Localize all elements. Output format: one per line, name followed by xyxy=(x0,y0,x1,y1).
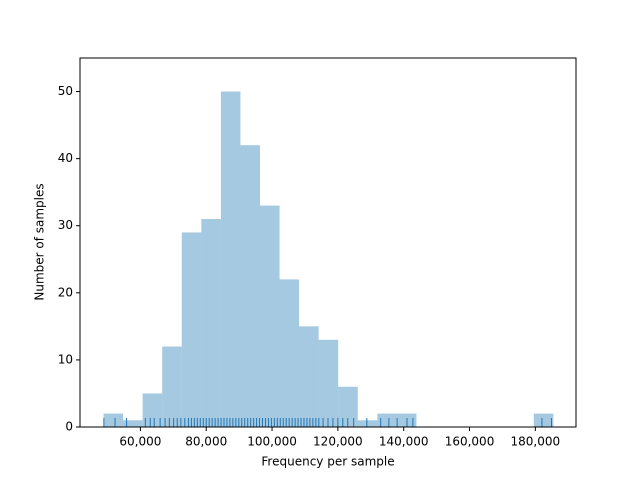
bar xyxy=(377,413,397,427)
bar xyxy=(123,420,143,427)
bar xyxy=(181,232,202,427)
bar xyxy=(299,326,319,427)
y-tick-label: 40 xyxy=(58,151,73,165)
x-tick-label: 140,000 xyxy=(379,435,429,449)
bar xyxy=(279,279,300,427)
bar xyxy=(357,420,378,427)
y-axis-label: Number of samples xyxy=(33,183,47,300)
bar xyxy=(259,205,280,427)
bar xyxy=(533,413,554,427)
x-tick-label: 180,000 xyxy=(511,435,561,449)
y-tick-label: 50 xyxy=(58,84,73,98)
bar xyxy=(240,145,260,427)
y-tick-label: 30 xyxy=(58,218,73,232)
plot-frame xyxy=(79,57,577,428)
x-tick-label: 80,000 xyxy=(185,435,227,449)
x-tick-label: 100,000 xyxy=(247,435,297,449)
bar xyxy=(201,219,221,427)
y-tick-label: 10 xyxy=(58,352,73,366)
bar xyxy=(103,413,124,427)
bar xyxy=(338,386,358,427)
x-tick-label: 160,000 xyxy=(445,435,495,449)
y-tick-label: 0 xyxy=(65,420,73,434)
bar xyxy=(142,393,163,427)
x-tick-label: 120,000 xyxy=(313,435,363,449)
x-axis-label: Frequency per sample xyxy=(261,455,394,469)
y-tick-label: 20 xyxy=(58,285,73,299)
bar xyxy=(318,339,339,427)
x-tick-label: 60,000 xyxy=(119,435,161,449)
bar xyxy=(162,346,182,427)
bar xyxy=(220,91,241,427)
